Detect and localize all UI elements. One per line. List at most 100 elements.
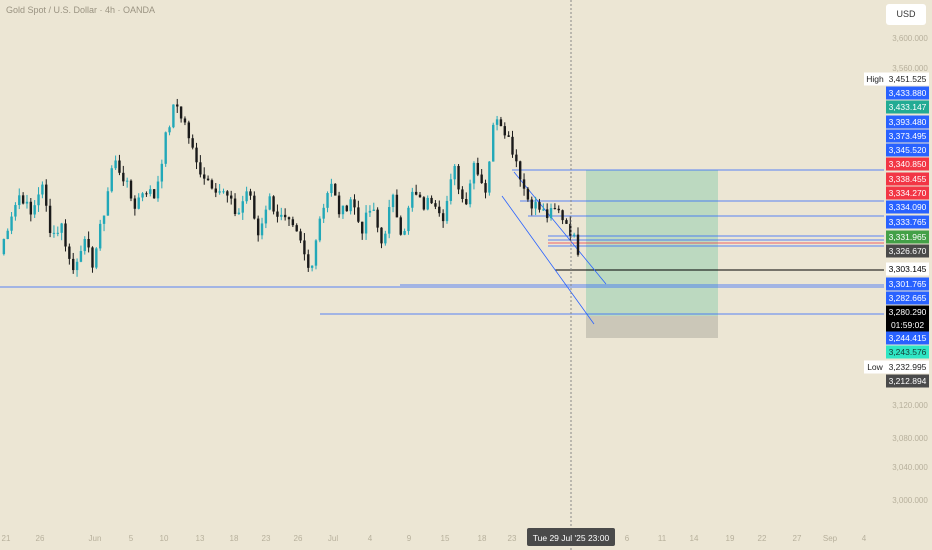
price-label: 3,331.965 (886, 230, 929, 244)
candle-body (25, 201, 29, 204)
candle-body (168, 127, 171, 133)
candle-body (361, 221, 364, 234)
candle-body (445, 200, 449, 222)
candle-body (241, 201, 244, 213)
candle-body (457, 165, 460, 190)
x-cursor-bg (527, 528, 615, 546)
candle-body (395, 194, 399, 218)
price-label: 3,334.090 (886, 200, 929, 214)
candle-body (465, 198, 468, 205)
price-label-bg (886, 291, 929, 305)
price-label-text: 3,334.090 (889, 202, 927, 212)
candle-body (118, 160, 121, 173)
y-tick-label: 3,080.000 (892, 434, 928, 443)
currency-button[interactable]: USD (886, 4, 926, 25)
candle-body (495, 119, 499, 125)
price-label: 01:59:02 (886, 318, 929, 332)
price-label-text: 3,301.765 (889, 279, 927, 289)
x-tick-label: 14 (690, 534, 699, 543)
candle-body (461, 189, 464, 199)
x-tick-label: 15 (441, 534, 450, 543)
candle-body (380, 227, 383, 244)
candle-body (364, 212, 368, 234)
candle-body (191, 138, 194, 148)
price-label-text: 3,345.520 (889, 145, 927, 155)
candle-body (52, 232, 56, 234)
candle-body (195, 147, 198, 163)
candle-body (434, 203, 437, 207)
candle-body (357, 207, 360, 222)
candle-body (125, 180, 129, 182)
price-label: 3,232.995 Low (864, 360, 929, 374)
channel-upper[interactable] (513, 171, 607, 285)
candle-body (6, 230, 9, 240)
price-label-bg (886, 186, 929, 200)
candle-body (334, 183, 337, 196)
candle-body (330, 183, 333, 194)
candle-body (95, 248, 98, 268)
candle-body (407, 207, 410, 232)
candle-body (511, 136, 514, 155)
candle-body (310, 265, 314, 268)
candle-body (391, 194, 395, 208)
candle-body (572, 234, 576, 236)
channel-lower[interactable] (501, 195, 595, 325)
price-label-bg (886, 129, 929, 143)
candle-body (307, 254, 310, 268)
price-label-text: 3,451.525 (889, 74, 927, 84)
candle-body (387, 207, 391, 234)
price-label-text: 3,303.145 (889, 264, 927, 274)
price-label-text: 3,393.480 (889, 117, 927, 127)
candle-body (411, 191, 414, 208)
price-label-bg (886, 318, 929, 332)
price-label: 3,282.665 (886, 291, 929, 305)
x-tick-label: 10 (160, 534, 169, 543)
price-label: 3,244.415 (886, 331, 929, 345)
x-tick-label: 21 (2, 534, 11, 543)
y-tick-label: 3,600.000 (892, 34, 928, 43)
candle-body (72, 258, 75, 271)
candle-body (102, 215, 106, 224)
price-label: 3,333.765 (886, 215, 929, 229)
price-label-bg (886, 277, 929, 291)
price-label: 3,280.290 (886, 305, 929, 319)
candle-body (499, 119, 503, 127)
price-label-text: 3,282.665 (889, 293, 927, 303)
price-label: 3,338.455 (886, 172, 929, 186)
x-tick-label: 18 (478, 534, 487, 543)
candle-body (426, 197, 429, 210)
candle-body (183, 118, 187, 123)
price-label-bg (886, 305, 929, 319)
candle-body (488, 161, 491, 193)
price-label: 3,301.765 (886, 277, 929, 291)
price-labels: 3,451.525 High 3,433.880 3,433.147 3,393.480… (864, 72, 929, 388)
price-label-text: 3,433.880 (889, 88, 927, 98)
candle-body (249, 191, 252, 196)
candle-body (210, 180, 214, 189)
candle-body (272, 196, 275, 212)
candle-body (318, 218, 322, 241)
candle-body (149, 189, 152, 194)
x-tick-label: 4 (862, 534, 867, 543)
price-label: 3,393.480 (886, 115, 929, 129)
candle-body (203, 174, 206, 179)
trend-channel[interactable] (501, 171, 607, 325)
candle-body (129, 180, 133, 199)
drawing-horizontal-lines[interactable] (0, 169, 884, 315)
candle-body (314, 240, 318, 266)
candle-body (449, 179, 453, 201)
price-tag-bg (864, 72, 886, 86)
candle-body (542, 209, 545, 211)
loss-zone[interactable] (586, 316, 718, 338)
price-label-text: 3,212.894 (889, 376, 927, 386)
price-label-text: 3,433.147 (889, 102, 927, 112)
price-label-bg (886, 86, 929, 100)
price-label-text: 3,338.455 (889, 174, 927, 184)
price-label: 3,433.880 (886, 86, 929, 100)
x-tick-label: 5 (129, 534, 134, 543)
candle-body (341, 205, 345, 215)
candle-body (565, 220, 568, 224)
candle-body (230, 195, 233, 199)
candle-body (561, 210, 564, 221)
